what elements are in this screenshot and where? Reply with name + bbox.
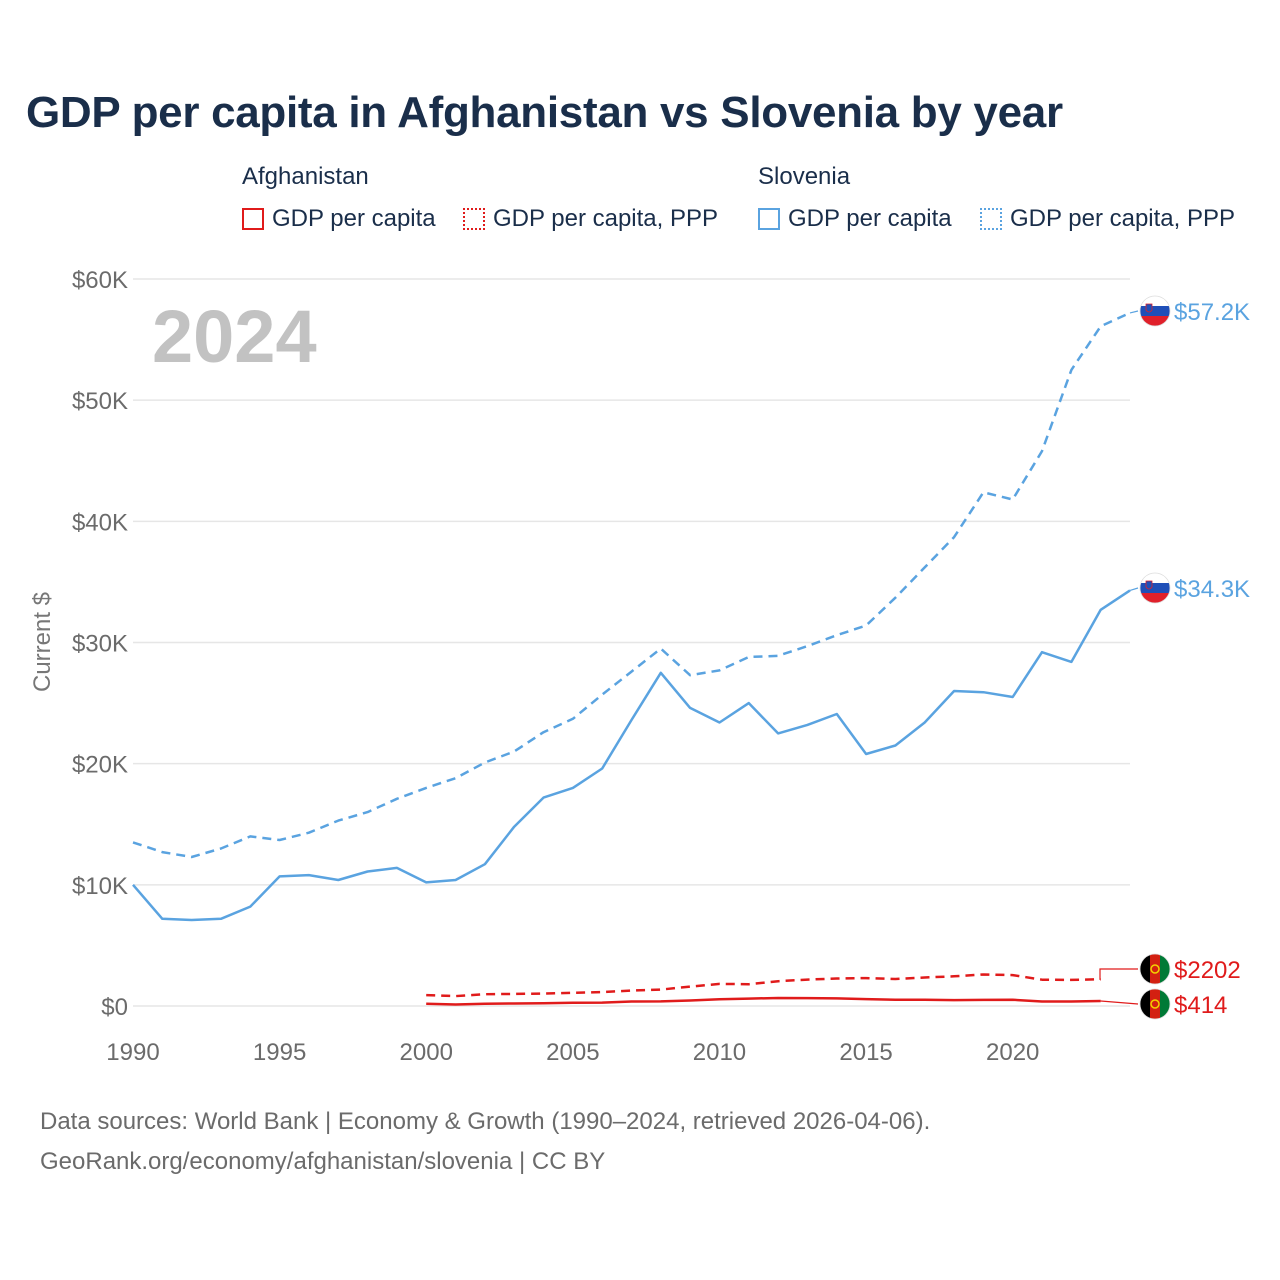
- series-line: [132, 589, 1131, 922]
- end-value-label: $34.3K: [1174, 576, 1250, 603]
- x-tick-label: 2005: [546, 1039, 599, 1066]
- afghanistan-flag-icon: [1139, 953, 1171, 985]
- series-line: [132, 311, 1131, 859]
- x-tick-label: 1990: [106, 1039, 159, 1066]
- legend-group-slovenia: Slovenia: [758, 163, 851, 190]
- end-value-label: $414: [1174, 992, 1227, 1019]
- y-tick-label: $50K: [72, 388, 128, 415]
- legend-label: GDP per capita, PPP: [493, 205, 718, 232]
- x-tick-label: 1995: [253, 1039, 306, 1066]
- y-axis-label: Current $: [29, 592, 56, 692]
- y-axis-ticks: $0 $10K $20K $30K $40K $50K $60K: [72, 267, 128, 1021]
- slovenia-flag-icon: [1139, 295, 1171, 327]
- legend-slovenia-gdp[interactable]: GDP per capita: [758, 205, 952, 233]
- legend-swatch-dotted: [463, 208, 485, 230]
- legend-label: GDP per capita: [272, 205, 436, 232]
- legend-label: GDP per capita: [788, 205, 952, 232]
- series-line: [426, 973, 1101, 998]
- y-tick-label: $0: [101, 994, 128, 1021]
- end-connector: [1129, 310, 1139, 314]
- legend-group-afghanistan: Afghanistan: [242, 163, 369, 190]
- end-connector: [1100, 1000, 1139, 1005]
- grid: [133, 278, 1130, 1007]
- y-tick-label: $30K: [72, 631, 128, 658]
- end-value-label: $2202: [1174, 957, 1241, 984]
- end-connector: [1099, 968, 1138, 980]
- series-line: [426, 996, 1101, 1006]
- legend-afghanistan-gdp[interactable]: GDP per capita: [242, 205, 436, 233]
- x-tick-label: 2015: [839, 1039, 892, 1066]
- slovenia-flag-icon: [1139, 572, 1171, 604]
- x-axis-ticks: 1990 1995 2000 2005 2010 2015 2020: [106, 1039, 1039, 1066]
- legend-swatch-dotted: [980, 208, 1002, 230]
- y-tick-label: $40K: [72, 509, 128, 536]
- x-tick-label: 2010: [693, 1039, 746, 1066]
- footer-link[interactable]: GeoRank.org/economy/afghanistan/slovenia…: [40, 1148, 606, 1175]
- series-lines: [132, 311, 1131, 1006]
- legend-swatch-solid: [242, 208, 264, 230]
- legend-afghanistan-gdp-ppp[interactable]: GDP per capita, PPP: [463, 205, 718, 233]
- year-watermark: 2024: [152, 295, 317, 378]
- legend-swatch-solid: [758, 208, 780, 230]
- y-tick-label: $60K: [72, 267, 128, 294]
- afghanistan-flag-icon: [1139, 988, 1171, 1020]
- y-tick-label: $20K: [72, 752, 128, 779]
- footer-sources: Data sources: World Bank | Economy & Gro…: [40, 1108, 931, 1135]
- end-value-label: $57.2K: [1174, 299, 1250, 326]
- x-tick-label: 2020: [986, 1039, 1039, 1066]
- x-tick-label: 2000: [400, 1039, 453, 1066]
- legend-label: GDP per capita, PPP: [1010, 205, 1235, 232]
- end-connector: [1129, 587, 1139, 591]
- y-tick-label: $10K: [72, 873, 128, 900]
- chart-title: GDP per capita in Afghanistan vs Sloveni…: [26, 88, 1063, 137]
- end-labels: $57.2K $34.3K $2202 $414: [1099, 295, 1250, 1020]
- legend-slovenia-gdp-ppp[interactable]: GDP per capita, PPP: [980, 205, 1235, 233]
